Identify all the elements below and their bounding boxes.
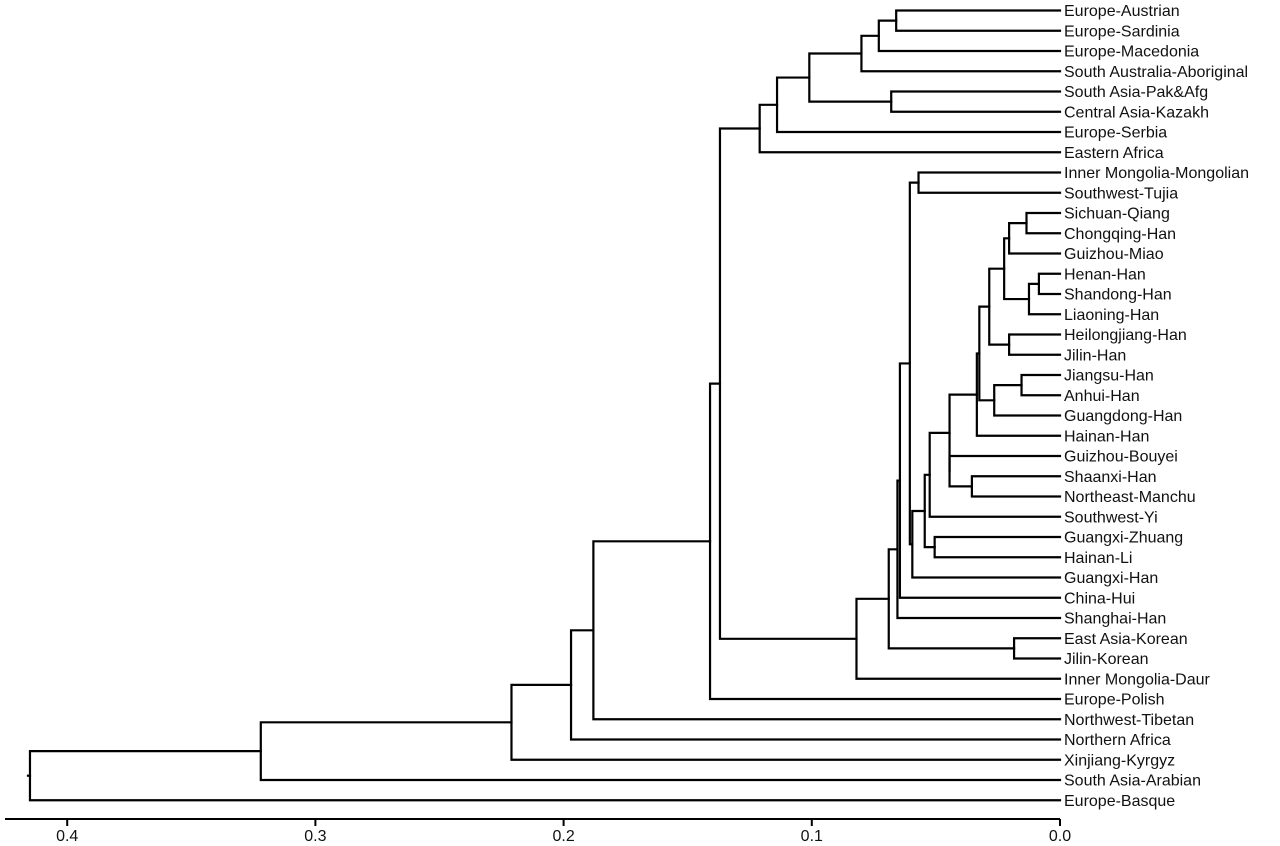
branch-n12 (1027, 282, 1062, 316)
leaf-label: Guizhou-Bouyei (1064, 449, 1178, 466)
leaf-label: Europe-Serbia (1064, 125, 1167, 142)
leaf-label: Europe-Basque (1064, 793, 1175, 810)
x-tick-label: 0.1 (801, 828, 823, 845)
leaf-label: Northern Africa (1064, 732, 1171, 749)
leaf-label: Northeast-Manchu (1064, 489, 1196, 506)
branch-n15 (988, 267, 1011, 346)
leaf-label: Liaoning-Han (1064, 307, 1159, 324)
x-tick-label: 0.0 (1049, 828, 1071, 845)
leaf-label: Shanghai-Han (1064, 611, 1166, 628)
leaf-label: Guizhou-Miao (1064, 246, 1164, 263)
leaf-label: Europe-Sardinia (1064, 23, 1180, 40)
branch-n14 (1008, 333, 1062, 356)
leaf-label: East Asia-Korean (1064, 631, 1188, 648)
leaf-label: Shaanxi-Han (1064, 469, 1157, 486)
leaf-label: Heilongjiang-Han (1064, 327, 1187, 344)
branch-n36 (569, 629, 1062, 741)
branch-n16 (1020, 373, 1062, 397)
leaf-label: Anhui-Han (1064, 388, 1140, 405)
leaf-label: Inner Mongolia-Daur (1064, 671, 1211, 688)
branch-n27 (908, 181, 920, 546)
leaf-label: Northwest-Tibetan (1064, 712, 1194, 729)
leaf-label: Europe-Macedonia (1064, 44, 1199, 61)
leaf-label: South Australia-Aboriginal (1064, 64, 1248, 81)
branch-n38 (259, 721, 1062, 782)
branch-n3 (860, 34, 1062, 73)
dendrogram-branches (26, 9, 1062, 802)
branch-n8 (917, 171, 1062, 194)
leaf-label: China-Hui (1064, 590, 1135, 607)
branch-n33 (718, 127, 858, 640)
leaf-label: Central Asia-Kazakh (1064, 104, 1209, 121)
branch-n18 (978, 305, 996, 402)
branch-n6 (775, 76, 1062, 134)
x-tick-label: 0.3 (304, 828, 326, 845)
branch-n39 (28, 750, 1062, 802)
leaf-labels: Europe-Austrian Europe-Sardinia Europe-Mac… (1064, 3, 1249, 810)
leaf-label: Southwest-Tujia (1064, 185, 1178, 202)
leaf-label: Sichuan-Qiang (1064, 206, 1170, 223)
leaf-label: Hainan-Han (1064, 428, 1149, 445)
branch-n30 (1012, 637, 1062, 660)
leaf-label: Jiangsu-Han (1064, 368, 1154, 385)
branch-n20 (970, 475, 1062, 498)
leaf-label: Inner Mongolia-Mongolian (1064, 165, 1249, 182)
leaf-label: Shandong-Han (1064, 287, 1172, 304)
leaf-label: Eastern Africa (1064, 145, 1164, 162)
leaf-label: Guangxi-Han (1064, 570, 1158, 587)
x-axis: 0.4 0.3 0.2 0.1 0.0 (5, 818, 1071, 845)
branch-n35 (592, 540, 1062, 721)
branch-n13 (1003, 237, 1031, 301)
leaf-label: Jilin-Korean (1064, 651, 1148, 668)
branch-n10 (1008, 222, 1062, 255)
branch-n22 (948, 393, 978, 473)
leaf-label: Europe-Polish (1064, 692, 1165, 709)
leaf-label: South Asia-Pak&Afg (1064, 84, 1208, 101)
leaf-label: Guangxi-Zhuang (1064, 530, 1183, 547)
branch-n21 (948, 454, 1062, 488)
branch-n1 (895, 9, 1062, 32)
branch-n4 (890, 90, 1062, 113)
leaf-label: Xinjiang-Kyrgyz (1064, 752, 1175, 769)
leaf-label: Southwest-Yi (1064, 509, 1158, 526)
x-tick-label: 0.2 (552, 828, 574, 845)
branch-n11 (1037, 272, 1062, 296)
branch-n5 (808, 52, 893, 103)
branch-n23 (933, 535, 1062, 559)
branch-n34 (708, 382, 1062, 701)
leaf-label: Hainan-Li (1064, 550, 1132, 567)
leaf-label: Jilin-Han (1064, 347, 1126, 364)
leaf-label: Chongqing-Han (1064, 226, 1176, 243)
x-tick-label: 0.4 (56, 828, 78, 845)
leaf-label: Guangdong-Han (1064, 408, 1182, 425)
branch-n17 (993, 384, 1062, 417)
leaf-label: South Asia-Arabian (1064, 773, 1201, 790)
leaf-label: Europe-Austrian (1064, 3, 1180, 20)
leaf-label: Henan-Han (1064, 266, 1146, 283)
branch-n2 (877, 19, 1062, 53)
branch-n9 (1025, 211, 1062, 235)
